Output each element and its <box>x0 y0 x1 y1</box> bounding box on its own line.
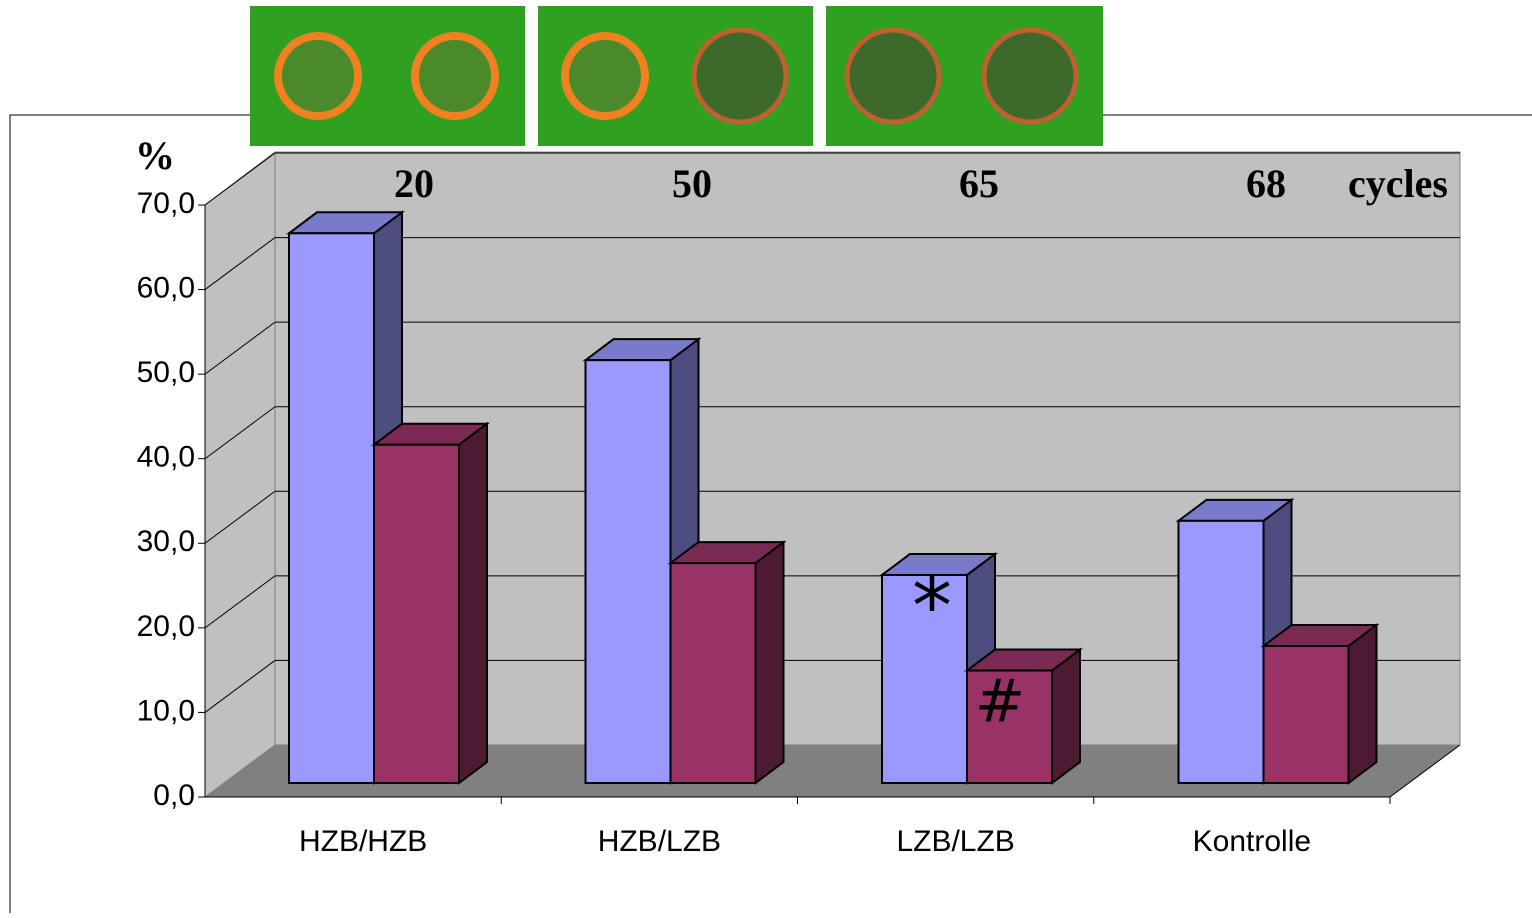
image <box>981 27 1079 125</box>
y-tick-label: 20,0 <box>137 610 195 643</box>
grid-line <box>204 152 276 206</box>
annotation: 68 <box>1246 161 1286 206</box>
x-tick-label: HZB/HZB <box>299 825 427 858</box>
image <box>411 32 499 120</box>
y-tick-label: 10,0 <box>137 694 195 727</box>
bar-side <box>1051 647 1081 785</box>
floor <box>205 745 1460 797</box>
annotation: * <box>912 560 952 653</box>
grid-line <box>204 660 276 713</box>
bar-side <box>1347 622 1378 785</box>
bar <box>966 669 1053 785</box>
image <box>844 27 942 125</box>
side-wall <box>204 150 276 798</box>
y-tick-label: 60,0 <box>137 271 195 304</box>
y-tick-label: 40,0 <box>137 441 195 474</box>
bar <box>1177 519 1265 784</box>
bar <box>584 359 672 784</box>
bar-side <box>458 421 488 785</box>
x-tick-label: Kontrolle <box>1193 825 1311 858</box>
annotation: cycles <box>1348 161 1448 206</box>
bar <box>373 443 460 784</box>
image <box>274 32 362 120</box>
bar <box>1262 644 1350 784</box>
y-tick-label: 70,0 <box>137 187 195 220</box>
frame <box>9 114 1532 913</box>
annotation: % <box>135 133 175 178</box>
grid-line <box>204 490 276 544</box>
grid-line <box>204 406 276 460</box>
y-tick-label: 50,0 <box>137 356 195 389</box>
image <box>561 32 649 120</box>
x-tick-label: LZB/LZB <box>896 825 1014 858</box>
x-axis <box>1389 744 1461 798</box>
embryo-images <box>250 6 1103 146</box>
annotation: 20 <box>394 161 434 206</box>
grid-line <box>204 321 276 375</box>
grid-line <box>204 575 276 629</box>
y-tick-label: 0,0 <box>153 779 195 812</box>
annotation: 50 <box>672 161 712 206</box>
image <box>691 27 789 125</box>
bar <box>669 562 757 784</box>
annotation: 65 <box>959 161 999 206</box>
bars <box>286 210 1380 785</box>
y-tick-label: 30,0 <box>137 525 195 558</box>
bar <box>288 232 375 785</box>
bar-side <box>754 540 785 785</box>
x-tick-label: HZB/LZB <box>598 825 721 858</box>
annotation: # <box>975 667 1025 737</box>
grid-line <box>204 237 276 290</box>
